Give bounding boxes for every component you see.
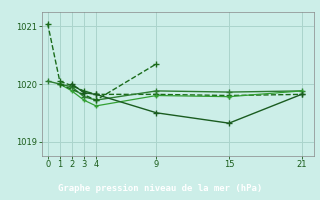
Text: Graphe pression niveau de la mer (hPa): Graphe pression niveau de la mer (hPa) [58,184,262,193]
